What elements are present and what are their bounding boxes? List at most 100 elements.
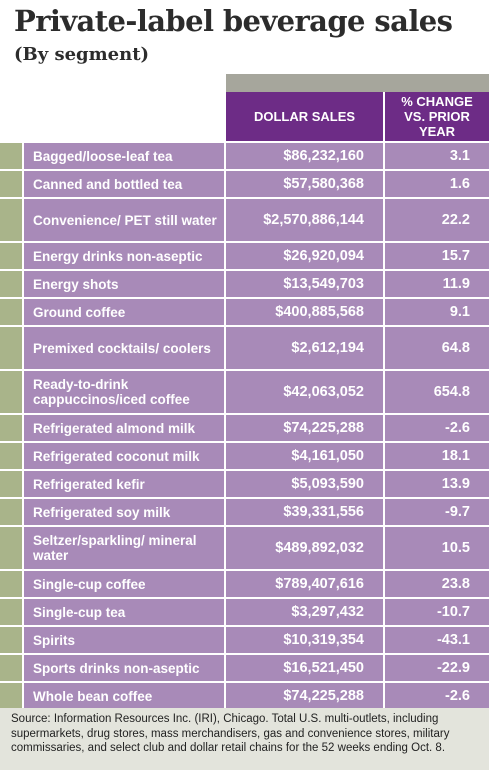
segment-name: Seltzer/sparkling/ mineral water — [24, 527, 224, 569]
dollar-sales-value: $400,885,568 — [226, 299, 383, 325]
percent-change-value: 654.8 — [385, 371, 489, 413]
dollar-sales-value: $42,063,052 — [226, 371, 383, 413]
percent-change-value: 3.1 — [385, 143, 489, 169]
table-row: Whole bean coffee $74,225,288 -2.6 — [0, 683, 489, 709]
percent-change-value: 13.9 — [385, 471, 489, 497]
table-row: Energy shots $13,549,703 11.9 — [0, 271, 489, 297]
percent-change-value: -43.1 — [385, 627, 489, 653]
table-row: Refrigerated kefir $5,093,590 13.9 — [0, 471, 489, 497]
segment-name: Premixed cocktails/ coolers — [24, 327, 224, 369]
segment-name: Whole bean coffee — [24, 683, 224, 709]
percent-change-value: -2.6 — [385, 683, 489, 709]
segment-name: Energy drinks non-aseptic — [24, 243, 224, 269]
row-tab — [0, 327, 22, 369]
column-header-percent-change: % CHANGE VS. PRIOR YEAR — [385, 92, 489, 141]
percent-change-value: -2.6 — [385, 415, 489, 441]
table-row: Ready-to-drink cappuccinos/iced coffee $4… — [0, 371, 489, 413]
row-tab — [0, 527, 22, 569]
dollar-sales-value: $2,570,886,144 — [226, 199, 383, 241]
source-note: Source: Information Resources Inc. (IRI)… — [0, 708, 489, 770]
dollar-sales-value: $4,161,050 — [226, 443, 383, 469]
row-tab — [0, 199, 22, 241]
row-tab — [0, 415, 22, 441]
table-row: Single-cup coffee $789,407,616 23.8 — [0, 571, 489, 597]
table-row: Canned and bottled tea $57,580,368 1.6 — [0, 171, 489, 197]
percent-change-value: 22.2 — [385, 199, 489, 241]
row-tab — [0, 683, 22, 709]
row-tab — [0, 627, 22, 653]
dollar-sales-value: $74,225,288 — [226, 415, 383, 441]
page-title: Private-label beverage sales — [14, 4, 453, 38]
dollar-sales-value: $10,319,354 — [226, 627, 383, 653]
table-row: Spirits $10,319,354 -43.1 — [0, 627, 489, 653]
segment-name: Sports drinks non-aseptic — [24, 655, 224, 681]
percent-change-value: 23.8 — [385, 571, 489, 597]
segment-name: Bagged/loose-leaf tea — [24, 143, 224, 169]
dollar-sales-value: $16,521,450 — [226, 655, 383, 681]
segment-name: Spirits — [24, 627, 224, 653]
segment-name: Single-cup tea — [24, 599, 224, 625]
dollar-sales-value: $489,892,032 — [226, 527, 383, 569]
dollar-sales-value: $5,093,590 — [226, 471, 383, 497]
percent-change-value: 10.5 — [385, 527, 489, 569]
dollar-sales-value: $74,225,288 — [226, 683, 383, 709]
segment-name: Ground coffee — [24, 299, 224, 325]
column-header-percent-change-label: % CHANGE VS. PRIOR YEAR — [401, 94, 473, 139]
table-row: Convenience/ PET still water $2,570,886,1… — [0, 199, 489, 241]
table-row: Sports drinks non-aseptic $16,521,450 -22.… — [0, 655, 489, 681]
table-row: Refrigerated almond milk $74,225,288 -2.6 — [0, 415, 489, 441]
row-tab — [0, 171, 22, 197]
table-row: Energy drinks non-aseptic $26,920,094 15.7 — [0, 243, 489, 269]
row-tab — [0, 271, 22, 297]
column-header-dollar-sales: DOLLAR SALES — [226, 92, 383, 141]
segment-name: Energy shots — [24, 271, 224, 297]
table-row: Bagged/loose-leaf tea $86,232,160 3.1 — [0, 143, 489, 169]
segment-name: Refrigerated soy milk — [24, 499, 224, 525]
row-tab — [0, 371, 22, 413]
header-gray-bar — [226, 74, 489, 92]
percent-change-value: 11.9 — [385, 271, 489, 297]
segment-name: Convenience/ PET still water — [24, 199, 224, 241]
percent-change-value: -9.7 — [385, 499, 489, 525]
sales-table: Bagged/loose-leaf tea $86,232,160 3.1 Canne… — [0, 143, 489, 711]
header-divider — [383, 92, 385, 141]
table-row: Seltzer/sparkling/ mineral water $489,892… — [0, 527, 489, 569]
row-tab — [0, 571, 22, 597]
segment-name: Refrigerated coconut milk — [24, 443, 224, 469]
row-tab — [0, 143, 22, 169]
percent-change-value: 1.6 — [385, 171, 489, 197]
table-row: Premixed cocktails/ coolers $2,612,194 64.… — [0, 327, 489, 369]
dollar-sales-value: $789,407,616 — [226, 571, 383, 597]
row-tab — [0, 499, 22, 525]
table-row: Ground coffee $400,885,568 9.1 — [0, 299, 489, 325]
row-tab — [0, 655, 22, 681]
segment-name: Refrigerated kefir — [24, 471, 224, 497]
dollar-sales-value: $39,331,556 — [226, 499, 383, 525]
segment-name: Refrigerated almond milk — [24, 415, 224, 441]
dollar-sales-value: $2,612,194 — [226, 327, 383, 369]
dollar-sales-value: $13,549,703 — [226, 271, 383, 297]
table-row: Refrigerated soy milk $39,331,556 -9.7 — [0, 499, 489, 525]
percent-change-value: 18.1 — [385, 443, 489, 469]
percent-change-value: 64.8 — [385, 327, 489, 369]
segment-name: Single-cup coffee — [24, 571, 224, 597]
dollar-sales-value: $57,580,368 — [226, 171, 383, 197]
row-tab — [0, 299, 22, 325]
percent-change-value: 15.7 — [385, 243, 489, 269]
dollar-sales-value: $26,920,094 — [226, 243, 383, 269]
percent-change-value: 9.1 — [385, 299, 489, 325]
percent-change-value: -10.7 — [385, 599, 489, 625]
segment-name: Ready-to-drink cappuccinos/iced coffee — [24, 371, 224, 413]
header-rule — [0, 141, 489, 143]
row-tab — [0, 443, 22, 469]
segment-name: Canned and bottled tea — [24, 171, 224, 197]
table-row: Single-cup tea $3,297,432 -10.7 — [0, 599, 489, 625]
dollar-sales-value: $86,232,160 — [226, 143, 383, 169]
table-row: Refrigerated coconut milk $4,161,050 18.1 — [0, 443, 489, 469]
row-tab — [0, 243, 22, 269]
dollar-sales-value: $3,297,432 — [226, 599, 383, 625]
percent-change-value: -22.9 — [385, 655, 489, 681]
page-subtitle: (By segment) — [14, 44, 150, 65]
row-tab — [0, 599, 22, 625]
row-tab — [0, 471, 22, 497]
